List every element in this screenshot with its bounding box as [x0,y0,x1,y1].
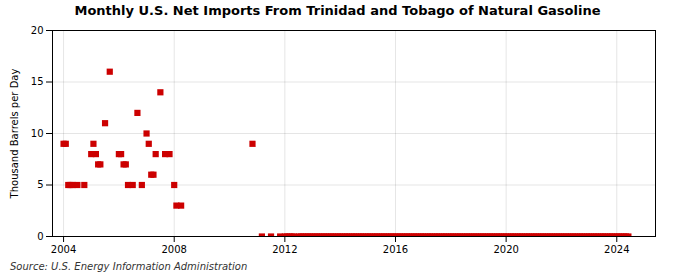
svg-text:2024: 2024 [604,244,629,255]
svg-text:2016: 2016 [383,244,408,255]
svg-text:10: 10 [31,128,44,139]
svg-text:2012: 2012 [272,244,297,255]
html-text:Source: U.S. Energy Informatio: Source: U.S. Energy Information Administ… [10,261,248,272]
html-text:Monthly U.S. Net Imports From: Monthly U.S. Net Imports From Trinidad a… [74,3,601,18]
svg-text:20: 20 [31,25,44,36]
svg-text:0: 0 [37,231,43,242]
svg-text:2008: 2008 [161,244,186,255]
svg-text:2004: 2004 [51,244,76,255]
svg-text:5: 5 [37,179,43,190]
svg-text:Thousand Barrels per Day: Thousand Barrels per Day [9,69,20,200]
svg-text:15: 15 [31,76,44,87]
svg-text:2020: 2020 [493,244,518,255]
